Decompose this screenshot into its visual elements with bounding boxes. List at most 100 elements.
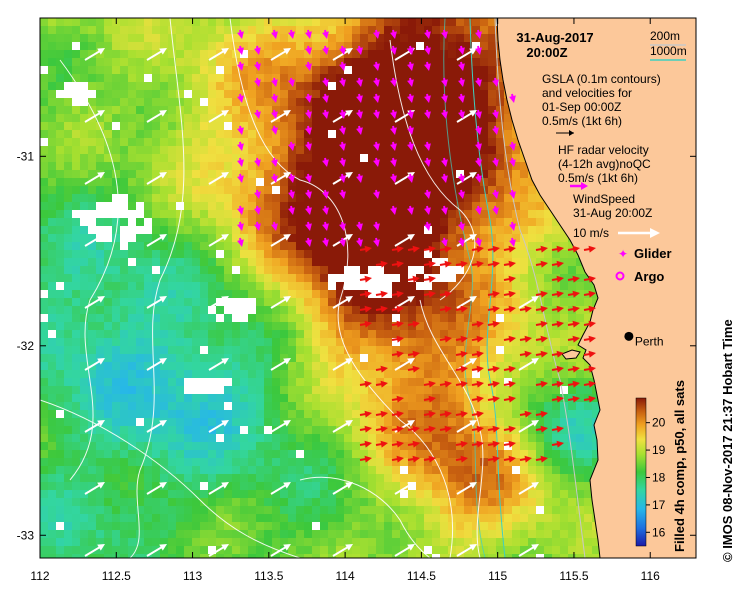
sst-pixel bbox=[392, 138, 400, 146]
sst-pixel bbox=[208, 42, 216, 50]
sst-pixel bbox=[208, 154, 216, 162]
sst-pixel bbox=[272, 74, 280, 82]
sst-pixel bbox=[496, 322, 504, 330]
sst-pixel bbox=[88, 450, 96, 458]
sst-pixel bbox=[104, 474, 112, 482]
sst-pixel bbox=[80, 386, 88, 394]
sst-pixel bbox=[408, 410, 416, 418]
sst-pixel bbox=[80, 146, 88, 154]
sst-pixel bbox=[56, 402, 64, 410]
sst-pixel bbox=[224, 370, 232, 378]
sst-pixel bbox=[272, 370, 280, 378]
sst-pixel bbox=[328, 210, 336, 218]
sst-pixel bbox=[240, 418, 248, 426]
sst-pixel bbox=[312, 106, 320, 114]
sst-pixel bbox=[368, 378, 376, 386]
sst-pixel bbox=[496, 202, 504, 210]
sst-pixel bbox=[216, 434, 224, 442]
sst-pixel bbox=[440, 178, 448, 186]
sst-pixel bbox=[216, 362, 224, 370]
sst-pixel bbox=[424, 18, 432, 26]
sst-pixel bbox=[424, 458, 432, 466]
sst-pixel bbox=[464, 250, 472, 258]
sst-pixel bbox=[544, 370, 552, 378]
sst-pixel bbox=[472, 106, 480, 114]
sst-pixel bbox=[176, 434, 184, 442]
sst-pixel bbox=[80, 18, 88, 26]
sst-pixel bbox=[320, 474, 328, 482]
sst-pixel bbox=[416, 330, 424, 338]
sst-pixel bbox=[536, 450, 544, 458]
sst-pixel bbox=[352, 402, 360, 410]
sst-pixel bbox=[128, 346, 136, 354]
sst-pixel bbox=[48, 346, 56, 354]
sst-pixel bbox=[192, 426, 200, 434]
sst-pixel bbox=[256, 322, 264, 330]
sst-pixel bbox=[536, 274, 544, 282]
sst-pixel bbox=[48, 186, 56, 194]
sst-pixel bbox=[168, 98, 176, 106]
sst-pixel bbox=[176, 442, 184, 450]
sst-pixel bbox=[40, 498, 48, 506]
sst-pixel bbox=[448, 282, 456, 290]
sst-pixel bbox=[120, 442, 128, 450]
sst-pixel bbox=[216, 258, 224, 266]
sst-pixel bbox=[248, 66, 256, 74]
sst-pixel bbox=[256, 162, 264, 170]
sst-pixel bbox=[200, 346, 208, 354]
sst-pixel bbox=[144, 210, 152, 218]
sst-pixel bbox=[168, 226, 176, 234]
sst-pixel bbox=[456, 330, 464, 338]
sst-pixel bbox=[152, 154, 160, 162]
sst-pixel bbox=[192, 434, 200, 442]
sst-pixel bbox=[512, 242, 520, 250]
sst-pixel bbox=[152, 170, 160, 178]
sst-pixel bbox=[496, 458, 504, 466]
sst-pixel bbox=[360, 402, 368, 410]
sst-pixel bbox=[440, 274, 448, 282]
sst-pixel bbox=[496, 274, 504, 282]
sst-pixel bbox=[552, 450, 560, 458]
sst-pixel bbox=[576, 362, 584, 370]
sst-pixel bbox=[224, 66, 232, 74]
sst-pixel bbox=[104, 450, 112, 458]
sst-pixel bbox=[208, 466, 216, 474]
sst-pixel bbox=[184, 242, 192, 250]
sst-pixel bbox=[96, 146, 104, 154]
sst-pixel bbox=[264, 106, 272, 114]
sst-pixel bbox=[144, 154, 152, 162]
sst-pixel bbox=[312, 218, 320, 226]
sst-pixel bbox=[240, 74, 248, 82]
sst-pixel bbox=[240, 370, 248, 378]
sst-pixel bbox=[480, 138, 488, 146]
sst-pixel bbox=[408, 18, 416, 26]
sst-pixel bbox=[176, 234, 184, 242]
sst-pixel bbox=[88, 370, 96, 378]
sst-pixel bbox=[120, 386, 128, 394]
sst-pixel bbox=[104, 98, 112, 106]
sst-pixel bbox=[512, 298, 520, 306]
sst-pixel bbox=[472, 458, 480, 466]
sst-pixel bbox=[216, 162, 224, 170]
sst-pixel bbox=[264, 322, 272, 330]
sst-pixel bbox=[544, 402, 552, 410]
sst-pixel bbox=[280, 258, 288, 266]
sst-pixel bbox=[352, 114, 360, 122]
sst-pixel bbox=[72, 234, 80, 242]
sst-pixel bbox=[208, 378, 216, 386]
sst-pixel bbox=[376, 466, 384, 474]
sst-pixel bbox=[56, 474, 64, 482]
sst-pixel bbox=[400, 66, 408, 74]
sst-pixel bbox=[64, 458, 72, 466]
sst-pixel bbox=[360, 442, 368, 450]
sst-pixel bbox=[488, 362, 496, 370]
sst-pixel bbox=[456, 322, 464, 330]
sst-pixel bbox=[448, 490, 456, 498]
sst-pixel bbox=[200, 90, 208, 98]
sst-pixel bbox=[40, 58, 48, 66]
sst-pixel bbox=[96, 162, 104, 170]
sst-pixel bbox=[384, 306, 392, 314]
sst-pixel bbox=[104, 290, 112, 298]
sst-pixel bbox=[280, 474, 288, 482]
sst-pixel bbox=[96, 394, 104, 402]
